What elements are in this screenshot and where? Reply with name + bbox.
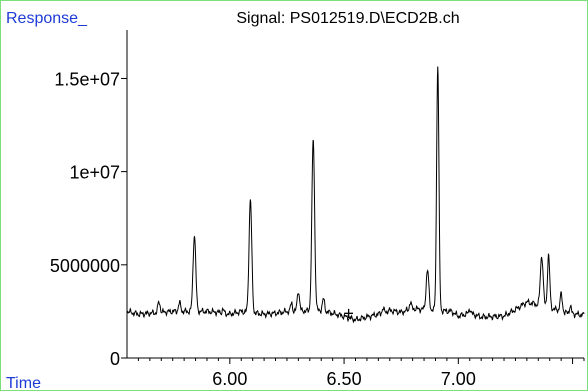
axis-ticks: 6.00 6.50 7.00 0 5000000 1e+07 1.5e+07 <box>50 69 585 389</box>
signal-trace <box>126 66 585 324</box>
cursor-marker: + <box>343 303 354 323</box>
chart-title: Signal: PS012519.D\ECD2B.ch <box>236 10 459 27</box>
y-tick-label: 1.5e+07 <box>54 69 120 89</box>
y-tick-label: 0 <box>110 349 120 369</box>
x-tick-label: 6.00 <box>212 369 247 389</box>
x-tick-label: 7.00 <box>441 369 476 389</box>
x-axis-label: Time <box>6 375 41 391</box>
y-tick-label: 1e+07 <box>69 163 120 183</box>
annotations: + <box>343 303 354 323</box>
y-tick-label: 5000000 <box>50 256 120 276</box>
y-axis-label: Response_ <box>6 10 88 27</box>
x-tick-label: 6.50 <box>327 369 362 389</box>
